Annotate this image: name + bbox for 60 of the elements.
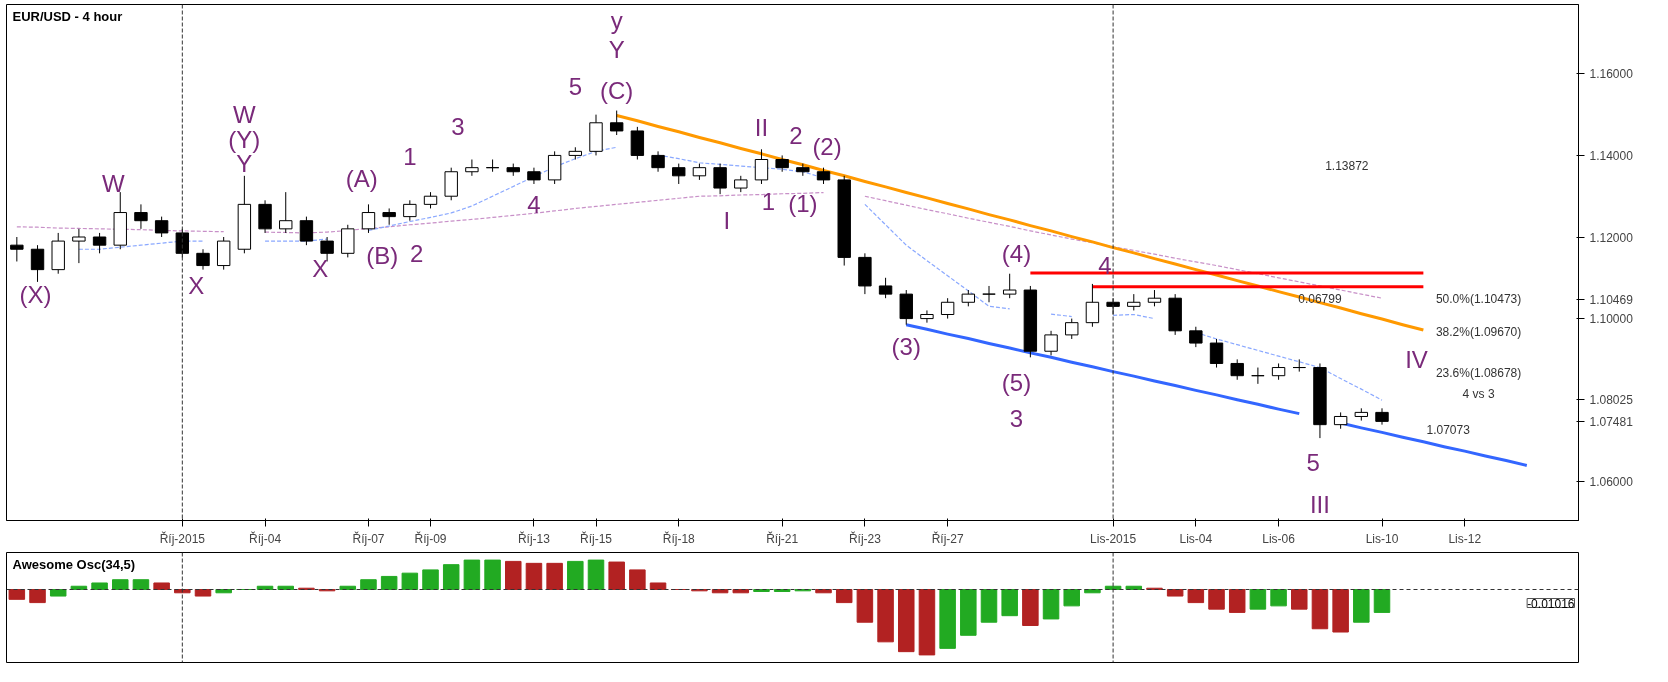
annotation: 5	[568, 72, 582, 100]
annotation: 4	[527, 190, 541, 218]
annotation: 2	[789, 121, 803, 149]
annotation: (4)	[1001, 239, 1032, 267]
annotation: 23.6%(1.08678)	[1435, 365, 1522, 380]
annotation: 5	[1306, 448, 1320, 476]
x-tick-label: Lis-10	[1365, 531, 1399, 546]
annotation: 1.07073	[1426, 423, 1471, 438]
annotation: I	[723, 206, 731, 234]
x-tick-label: Lis-2015	[1090, 531, 1137, 546]
annotation: (2)	[812, 132, 842, 160]
chart-title: EUR/USD - 4 hour	[12, 8, 123, 24]
annotation: III	[1309, 491, 1330, 519]
annotation: IV	[1405, 345, 1428, 373]
y-tick-label: 1.16000	[1589, 67, 1634, 82]
annotation: 3	[451, 113, 465, 141]
annotation: (C)	[600, 76, 634, 104]
x-tick-label: Lis-12	[1448, 531, 1482, 546]
annotation: 2	[409, 239, 424, 267]
annotation: y	[610, 7, 623, 35]
annotation: Y	[608, 35, 625, 63]
y-tick-label: 1.14000	[1589, 148, 1634, 163]
x-tick-label: Lis-04	[1179, 531, 1213, 546]
annotation: II	[754, 114, 769, 142]
chart-title: Awesome Osc(34,5)	[12, 556, 136, 572]
annotation: (B)	[366, 241, 399, 269]
x-tick-label: Říj-13	[517, 530, 551, 546]
x-tick-label: Říj-2015	[159, 530, 206, 546]
y-tick-label: 1.07481	[1589, 414, 1634, 429]
annotation: (1)	[788, 189, 818, 217]
x-tick-label: Lis-06	[1262, 531, 1296, 546]
annotation: 1.13872	[1325, 158, 1369, 173]
y-tick-label: 1.06000	[1589, 475, 1634, 490]
annotation: 1	[403, 143, 417, 171]
annotation: W	[102, 170, 126, 198]
annotation: (A)	[345, 164, 378, 192]
y-tick-label: 1.12000	[1589, 230, 1634, 245]
x-tick-label: Říj-21	[766, 530, 799, 546]
annotation: (3)	[891, 333, 921, 361]
annotation: 4 vs 3	[1462, 387, 1495, 402]
y-tick-label: 1.10469	[1589, 292, 1634, 307]
annotation: X	[188, 272, 205, 300]
annotation: Y	[236, 150, 253, 178]
x-tick-label: Říj-07	[352, 530, 385, 546]
annotation: 50.0%(1.10473)	[1435, 292, 1522, 307]
x-tick-label: Říj-04	[249, 530, 282, 546]
annotation: (5)	[1001, 368, 1032, 396]
y-tick-label: 1.10000	[1589, 312, 1634, 327]
x-tick-label: Říj-09	[414, 530, 447, 546]
x-tick-label: Říj-18	[662, 530, 696, 546]
x-tick-label: Říj-23	[848, 530, 882, 546]
annotation: 3	[1009, 404, 1024, 432]
annotation: 38.2%(1.09670)	[1435, 325, 1522, 340]
y-tick-label: 1.08025	[1589, 392, 1634, 407]
annotation: (X)	[19, 280, 52, 308]
x-tick-label: Říj-15	[580, 530, 613, 546]
annotation: 1	[761, 187, 775, 215]
annotation: -0.01016	[1527, 596, 1575, 611]
x-tick-label: Říj-27	[931, 530, 964, 546]
annotation: X	[312, 254, 329, 282]
